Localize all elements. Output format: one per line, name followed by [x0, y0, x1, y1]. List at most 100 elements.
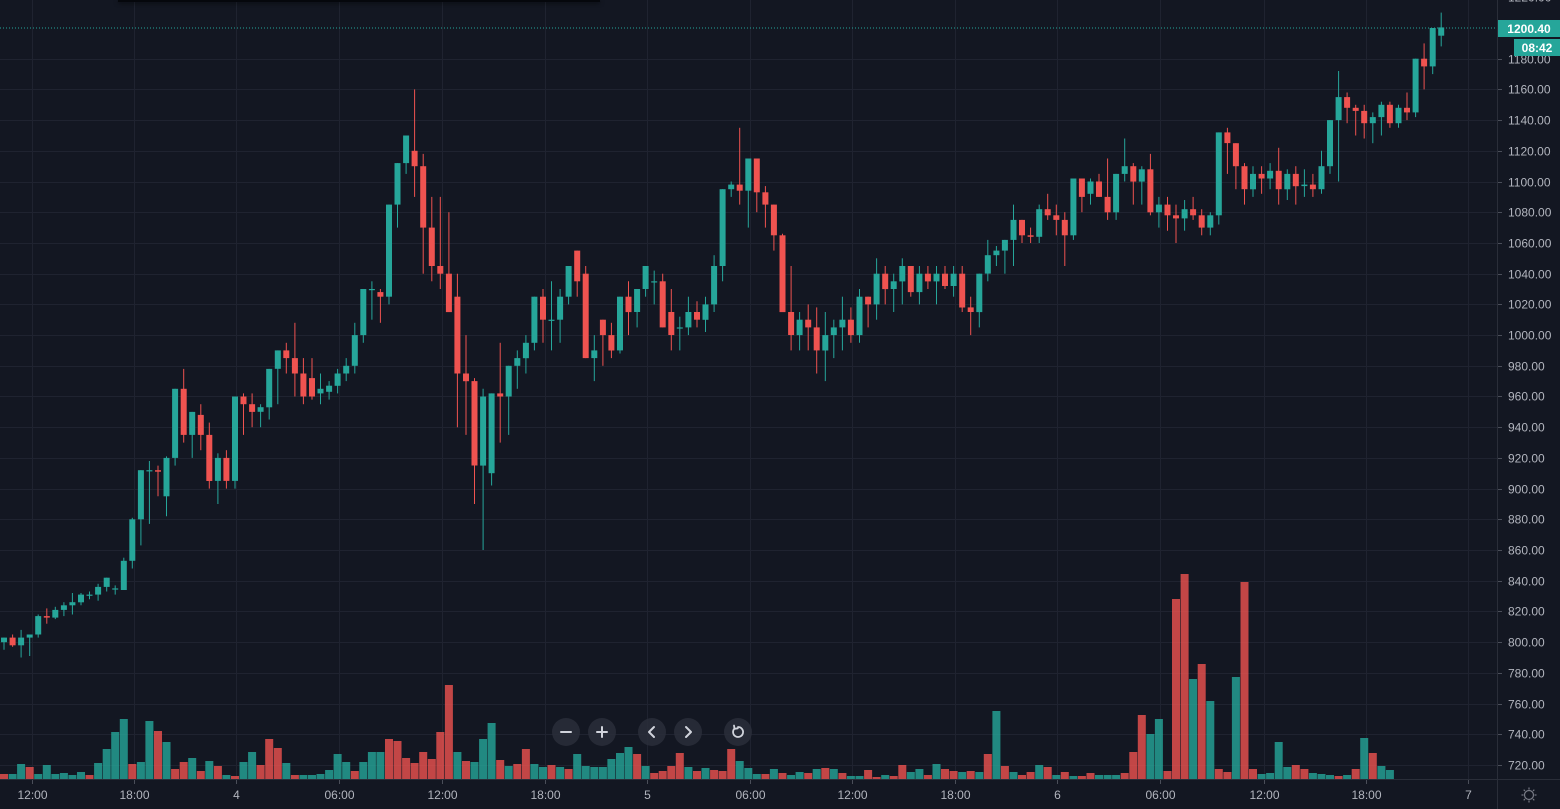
volume-bar [1240, 582, 1249, 779]
candle-body [1070, 178, 1077, 236]
candle-body [120, 560, 127, 590]
volume-bar [444, 685, 453, 779]
volume-bar [1257, 774, 1266, 779]
price-tick-label: 1040.00 [1508, 268, 1552, 282]
volume-bar [1283, 767, 1292, 779]
volume-bar [650, 773, 659, 779]
volume-bar [188, 758, 197, 779]
candle-body [1164, 204, 1171, 216]
volume-bar [1308, 773, 1317, 779]
candle-body [26, 634, 33, 638]
volume-bar [607, 759, 616, 779]
volume-bar [521, 749, 530, 779]
candle-body [155, 470, 161, 472]
candle-body [471, 381, 478, 466]
candle-body [9, 637, 16, 646]
candle-body [1267, 170, 1274, 179]
price-tick-label: 860.00 [1508, 544, 1545, 558]
zoom-out-button[interactable] [552, 718, 580, 746]
bar-countdown-label: 08:42 [1514, 39, 1560, 56]
time-tick-label: 18:00 [530, 788, 560, 802]
volume-bar [350, 771, 359, 779]
volume-bar [778, 773, 787, 779]
candle-body [694, 312, 700, 320]
volume-bar [376, 752, 385, 779]
candle-body [1096, 181, 1102, 197]
candle-body [762, 192, 769, 205]
volume-bar [1231, 677, 1240, 779]
volume-bar [915, 769, 924, 779]
candle-body [1352, 107, 1359, 111]
volume-bar [1189, 679, 1198, 779]
volume-bar [1214, 769, 1223, 779]
top-toolbar-shadow [118, 0, 600, 2]
candle-body [702, 304, 709, 320]
candle-body [865, 296, 872, 305]
volume-bar [1197, 664, 1206, 779]
candle-body [1386, 104, 1393, 124]
time-tick-label: 5 [644, 788, 651, 802]
volume-bar [316, 774, 325, 779]
candle-body [608, 335, 615, 351]
time-axis[interactable]: 12:00 18:00 4 06:00 12:00 18:00 5 06:00 12:00 18:… [17, 780, 1472, 802]
candle-body [1087, 181, 1094, 194]
volume-bar [1343, 775, 1352, 779]
candle-body [283, 350, 290, 359]
candle-body [736, 184, 743, 191]
candle-body [232, 396, 238, 481]
volume-bar [136, 762, 145, 779]
volume-bar [735, 761, 744, 779]
volume-bar [333, 754, 342, 779]
scroll-left-button[interactable] [638, 718, 666, 746]
volume-bar [1223, 772, 1232, 779]
candle-body [813, 327, 820, 351]
candle-body [984, 255, 991, 274]
volume-bar [77, 772, 85, 779]
candle-body [882, 273, 889, 290]
volume-bar [462, 761, 470, 779]
volume-bar [1086, 773, 1095, 779]
volume-bar [898, 765, 907, 779]
time-tick-label: 18:00 [1351, 788, 1381, 802]
volume-bar [590, 767, 599, 779]
candle-body [728, 184, 735, 190]
candle-body [69, 602, 76, 606]
volume-bar [85, 775, 94, 779]
candle-body [1155, 204, 1162, 213]
time-tick-label: 06:00 [324, 788, 354, 802]
scroll-right-button[interactable] [674, 718, 702, 746]
candle-body [1301, 184, 1308, 187]
candle-body [146, 470, 153, 472]
volume-bar [68, 775, 77, 779]
candle-body [480, 396, 487, 466]
candle-body [582, 273, 589, 359]
candle-body [899, 266, 906, 282]
volume-bar [624, 747, 633, 779]
zoom-in-button[interactable] [588, 718, 616, 746]
candle-body [822, 335, 829, 351]
candle-body [445, 273, 452, 313]
candle-body [685, 312, 692, 328]
candle-body [1361, 110, 1368, 124]
volume-bar [102, 749, 111, 779]
candle-body [223, 457, 230, 481]
price-tick-label: 740.00 [1508, 728, 1545, 742]
volume-bar [693, 771, 701, 779]
volume-bar [290, 775, 299, 779]
volume-bar [1077, 776, 1086, 779]
price-axis[interactable]: 1220.00 1180.00 1160.00 1140.00 1120.00 1100.… [1497, 0, 1552, 773]
volume-bar [171, 769, 180, 779]
volume-bar [872, 777, 881, 779]
candle-body [1241, 166, 1248, 190]
reset-chart-button[interactable] [724, 718, 752, 746]
candle-body [249, 404, 256, 412]
volume-bar [906, 772, 915, 779]
price-tick-label: 1140.00 [1508, 114, 1551, 128]
chart-settings-button[interactable] [1518, 785, 1540, 805]
volume-bar [616, 753, 624, 779]
volume-bar [975, 772, 984, 779]
candle-body [1130, 166, 1137, 182]
volume-bar [367, 752, 376, 779]
volume-bar [1146, 734, 1155, 779]
